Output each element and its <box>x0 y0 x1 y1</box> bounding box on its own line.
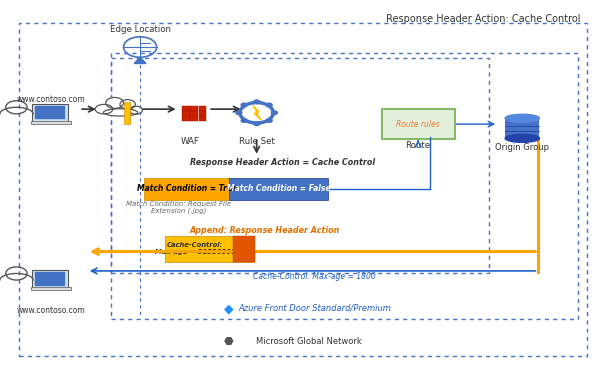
Text: Cache-Control: Max-age = 1800: Cache-Control: Max-age = 1800 <box>253 272 376 282</box>
Ellipse shape <box>106 98 124 109</box>
Ellipse shape <box>95 105 113 114</box>
Circle shape <box>266 119 272 122</box>
Ellipse shape <box>505 114 539 122</box>
Text: Microsoft Global Network: Microsoft Global Network <box>256 337 362 346</box>
Text: Append: Response Header Action: Append: Response Header Action <box>189 226 340 235</box>
FancyBboxPatch shape <box>199 106 206 111</box>
FancyBboxPatch shape <box>165 236 254 262</box>
Text: www.contoso.com: www.contoso.com <box>17 306 86 315</box>
Text: WAF: WAF <box>181 137 200 145</box>
Text: Route: Route <box>406 141 431 150</box>
Text: Match Condition: Request File
Extension (.jpg): Match Condition: Request File Extension … <box>126 201 231 214</box>
Polygon shape <box>253 106 262 120</box>
Text: Match Condition = True: Match Condition = True <box>137 184 238 193</box>
Circle shape <box>241 119 247 122</box>
FancyBboxPatch shape <box>190 116 198 121</box>
Ellipse shape <box>120 100 136 109</box>
Circle shape <box>254 100 260 104</box>
Text: Edge Location: Edge Location <box>110 25 170 34</box>
FancyBboxPatch shape <box>182 106 190 111</box>
FancyBboxPatch shape <box>31 287 71 290</box>
FancyBboxPatch shape <box>35 272 65 286</box>
Text: Cache-Control:
Max-age = 31536000: Cache-Control: Max-age = 31536000 <box>155 242 235 255</box>
FancyBboxPatch shape <box>505 118 539 138</box>
FancyBboxPatch shape <box>190 112 198 116</box>
Text: Response Header Action: Cache Control: Response Header Action: Cache Control <box>386 14 581 24</box>
Text: Rule Set: Rule Set <box>239 137 275 145</box>
FancyBboxPatch shape <box>124 102 130 124</box>
Circle shape <box>254 122 260 125</box>
Text: Response Header Action = Cache Control: Response Header Action = Cache Control <box>190 159 376 167</box>
FancyBboxPatch shape <box>182 116 190 121</box>
FancyBboxPatch shape <box>182 112 190 116</box>
Circle shape <box>236 111 242 114</box>
FancyBboxPatch shape <box>199 116 206 121</box>
Circle shape <box>241 103 247 107</box>
Ellipse shape <box>130 106 142 114</box>
FancyBboxPatch shape <box>35 106 65 119</box>
FancyBboxPatch shape <box>190 106 198 111</box>
Ellipse shape <box>103 109 138 116</box>
Text: ◆: ◆ <box>224 303 233 316</box>
FancyBboxPatch shape <box>233 236 256 262</box>
Text: Azure Front Door Standard/Premium: Azure Front Door Standard/Premium <box>238 304 391 312</box>
Circle shape <box>271 111 277 114</box>
FancyBboxPatch shape <box>31 121 71 124</box>
Text: ⬣: ⬣ <box>224 337 234 347</box>
Ellipse shape <box>505 134 539 142</box>
Circle shape <box>266 103 272 107</box>
Text: Route rules: Route rules <box>396 120 440 128</box>
Text: Match Condition = False: Match Condition = False <box>227 184 330 193</box>
Text: www.contoso.com: www.contoso.com <box>17 95 86 103</box>
FancyBboxPatch shape <box>144 178 230 200</box>
FancyBboxPatch shape <box>32 270 68 288</box>
Polygon shape <box>134 57 146 63</box>
FancyBboxPatch shape <box>199 112 206 116</box>
Text: Origin Group: Origin Group <box>494 143 548 152</box>
FancyBboxPatch shape <box>382 110 455 139</box>
FancyBboxPatch shape <box>229 178 328 200</box>
FancyBboxPatch shape <box>32 104 68 122</box>
